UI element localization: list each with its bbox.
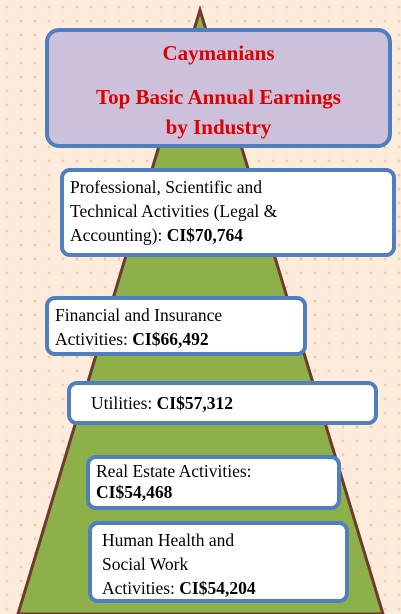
- label-line: Activities:: [55, 329, 128, 349]
- label-line: Activities:: [102, 578, 175, 598]
- earnings: CI$54,204: [179, 578, 256, 598]
- earnings: CI$54,468: [96, 482, 173, 502]
- industry-box: Financial and Insurance Activities: CI$6…: [45, 296, 307, 356]
- earnings: CI$70,764: [166, 225, 244, 245]
- title-line: Caymanians: [162, 41, 275, 65]
- industry-box: Professional, Scientific and Technical A…: [60, 168, 396, 257]
- title-box: Caymanians Top Basic Annual Earnings by …: [45, 28, 392, 148]
- earnings: CI$66,492: [132, 329, 209, 349]
- title-line: Top Basic Annual Earnings: [96, 85, 341, 109]
- industry-box: Utilities: CI$57,312: [67, 381, 378, 425]
- industry-box: Real Estate Activities: CI$54,468: [86, 455, 341, 510]
- label-line: Real Estate Activities:: [96, 461, 252, 481]
- label-line: Technical Activities (Legal &: [70, 201, 278, 221]
- label-line: Accounting):: [70, 225, 163, 245]
- label-line: Human Health and: [102, 530, 235, 550]
- title-line: by Industry: [165, 115, 272, 139]
- label-line: Social Work: [102, 554, 189, 574]
- label-line: Professional, Scientific and: [70, 177, 262, 197]
- earnings: CI$57,312: [156, 393, 233, 413]
- industry-box: Human Health and Social Work Activities:…: [88, 521, 349, 603]
- label-line: Financial and Insurance: [55, 305, 223, 325]
- label-line: Utilities:: [91, 393, 153, 413]
